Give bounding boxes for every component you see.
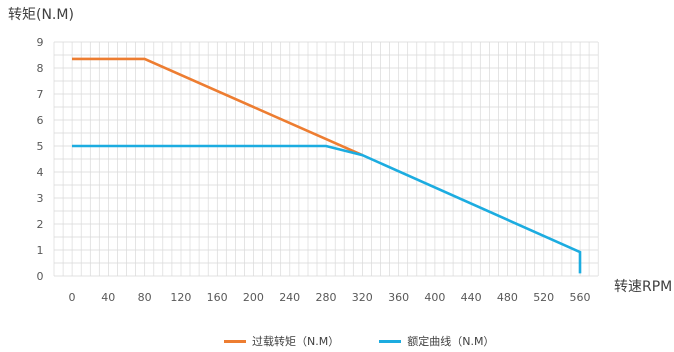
x-tick-label: 80: [138, 291, 152, 304]
x-tick-label: 0: [69, 291, 76, 304]
y-tick-label: 0: [37, 270, 44, 283]
grid: [53, 41, 599, 277]
x-tick-label: 440: [461, 291, 482, 304]
y-tick-label: 4: [37, 166, 44, 179]
y-tick-label: 2: [37, 218, 44, 231]
series-line-overload: [72, 57, 363, 157]
y-tick-label: 8: [37, 62, 44, 75]
series-line-rated: [72, 144, 582, 274]
x-tick-label: 520: [533, 291, 554, 304]
legend: 过载转矩（N.M） 额定曲线（N.M）: [224, 333, 534, 349]
x-tick-label: 40: [101, 291, 115, 304]
x-tick-label: 320: [352, 291, 373, 304]
x-tick-label: 120: [170, 291, 191, 304]
x-tick-label: 400: [424, 291, 445, 304]
x-tick-label: 480: [497, 291, 518, 304]
x-tick-label: 240: [279, 291, 300, 304]
legend-label-overload: 过载转矩（N.M）: [252, 335, 340, 348]
x-tick-label: 200: [243, 291, 264, 304]
x-tick-labels: 0 40 80 120 160 200 240 280 320 360 400 440 480 520 56…: [69, 291, 591, 304]
legend-swatch-rated: [379, 339, 402, 343]
y-tick-label: 6: [37, 114, 44, 127]
y-tick-label: 7: [37, 88, 44, 101]
series-lines: [72, 57, 582, 274]
y-tick-label: 3: [37, 192, 44, 205]
legend-item-rated: 额定曲线（N.M）: [379, 333, 494, 349]
y-tick-label: 1: [37, 244, 44, 257]
legend-label-rated: 额定曲线（N.M）: [407, 335, 495, 348]
x-tick-label: 280: [316, 291, 337, 304]
x-axis-title: 转速RPM: [614, 279, 673, 295]
y-tick-label: 9: [37, 36, 44, 49]
y-tick-labels: 0 1 2 3 4 5 6 7 8 9: [37, 36, 44, 283]
x-tick-label: 160: [207, 291, 228, 304]
legend-item-overload: 过载转矩（N.M）: [224, 333, 339, 349]
y-tick-label: 5: [37, 140, 44, 153]
y-axis-title: 转矩(N.M): [8, 7, 74, 23]
x-tick-label: 560: [570, 291, 591, 304]
legend-swatch-overload: [224, 339, 246, 343]
x-tick-label: 360: [388, 291, 409, 304]
